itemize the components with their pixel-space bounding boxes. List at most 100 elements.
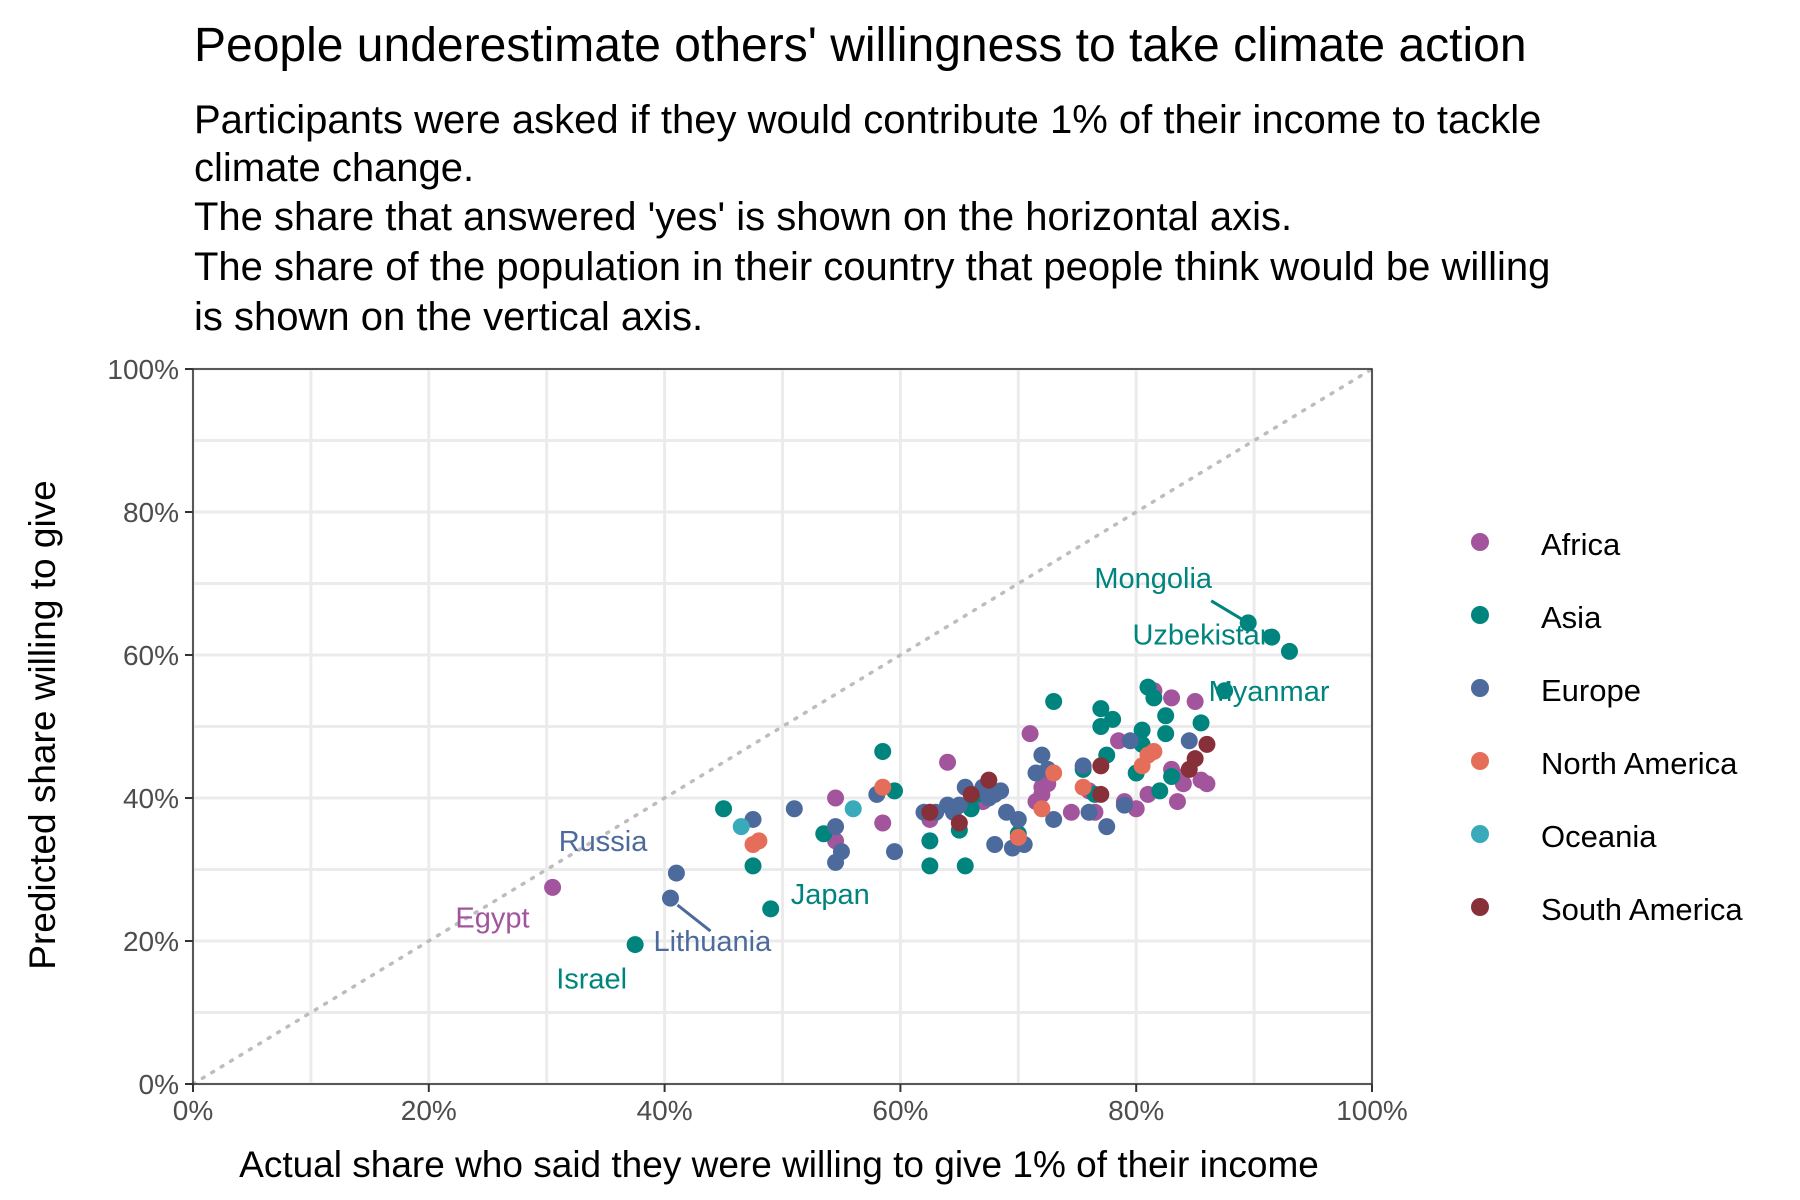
series-europe xyxy=(661,732,1198,907)
chart-subtitle-line-1: Participants were asked if they would co… xyxy=(194,98,1541,142)
data-point xyxy=(1092,757,1110,775)
data-point xyxy=(1198,735,1216,753)
data-point xyxy=(921,832,939,850)
series-south-america xyxy=(921,735,1216,832)
data-point xyxy=(832,843,850,861)
x-tick-label: 0% xyxy=(173,1095,213,1126)
data-point xyxy=(1145,689,1163,707)
chart-subtitle-line-2: climate change. xyxy=(194,146,474,190)
legend-label: South America xyxy=(1541,892,1743,927)
legend-label: Oceania xyxy=(1541,819,1657,854)
x-tick-label: 60% xyxy=(872,1095,928,1126)
data-point xyxy=(1074,778,1092,796)
data-point xyxy=(667,864,685,882)
data-point xyxy=(1192,714,1210,732)
point-label-myanmar: Myanmar xyxy=(1209,676,1330,708)
point-label-mongolia: Mongolia xyxy=(1094,563,1213,595)
legend: Africa Asia Europe North America Oceania Sout… xyxy=(1471,527,1743,927)
data-point xyxy=(1168,793,1186,811)
data-point xyxy=(1121,732,1139,750)
data-point xyxy=(1151,782,1169,800)
data-point xyxy=(1163,689,1181,707)
data-point xyxy=(1092,700,1110,718)
series-oceania xyxy=(732,800,862,836)
legend-swatch xyxy=(1471,898,1489,916)
data-point xyxy=(1033,746,1051,764)
y-tick-label: 0% xyxy=(139,1069,179,1100)
series-north-america xyxy=(744,743,1163,853)
legend-swatch xyxy=(1471,533,1489,551)
data-point xyxy=(1216,682,1234,700)
chart-subtitle-line-5: is shown on the vertical axis. xyxy=(194,295,703,339)
x-tick-label: 80% xyxy=(1108,1095,1164,1126)
data-point xyxy=(1163,768,1181,786)
legend-label: North America xyxy=(1541,746,1738,781)
legend-swatch xyxy=(1471,606,1489,624)
legend-item-asia: Asia xyxy=(1471,600,1602,635)
data-point xyxy=(732,818,750,836)
data-point xyxy=(992,782,1010,800)
data-points xyxy=(544,614,1298,954)
data-point xyxy=(744,857,762,875)
data-point xyxy=(1045,810,1063,828)
legend-swatch xyxy=(1471,825,1489,843)
data-point xyxy=(762,900,780,918)
data-point xyxy=(986,835,1004,853)
data-point xyxy=(715,800,733,818)
label-connector xyxy=(676,903,712,933)
data-point xyxy=(1180,732,1198,750)
y-tick-label: 80% xyxy=(123,497,179,528)
data-point xyxy=(1080,803,1098,821)
series-asia xyxy=(626,614,1298,954)
data-point xyxy=(827,818,845,836)
data-point xyxy=(827,789,845,807)
data-point xyxy=(1009,828,1027,846)
point-label-egypt: Egypt xyxy=(455,902,529,934)
chart-subtitle-line-4: The share of the population in their cou… xyxy=(194,245,1550,289)
data-point xyxy=(1092,785,1110,803)
y-tick-label: 20% xyxy=(123,926,179,957)
legend-label: Africa xyxy=(1541,527,1621,562)
data-point xyxy=(1239,614,1257,632)
legend-item-north-america: North America xyxy=(1471,746,1738,781)
legend-label: Europe xyxy=(1541,673,1641,708)
data-point xyxy=(1110,732,1128,750)
data-point xyxy=(1045,692,1063,710)
data-point xyxy=(1157,725,1175,743)
data-point xyxy=(1133,721,1151,739)
data-point xyxy=(1009,810,1027,828)
data-point xyxy=(1263,628,1281,646)
data-point xyxy=(921,803,939,821)
data-point xyxy=(1045,764,1063,782)
data-point xyxy=(1104,710,1122,728)
data-point xyxy=(626,936,644,954)
data-point xyxy=(962,785,980,803)
data-point xyxy=(1280,642,1298,660)
x-tick-label: 100% xyxy=(1336,1095,1408,1126)
data-point xyxy=(661,889,679,907)
y-axis-label: Predicted share willing to give xyxy=(22,480,63,969)
legend-item-europe: Europe xyxy=(1471,673,1641,708)
data-point xyxy=(1115,796,1133,814)
data-point xyxy=(544,878,562,896)
y-tick-label: 60% xyxy=(123,640,179,671)
chart-subtitle-line-3: The share that answered 'yes' is shown o… xyxy=(194,195,1292,239)
data-point xyxy=(939,753,957,771)
legend-item-oceania: Oceania xyxy=(1471,819,1657,854)
data-point xyxy=(980,771,998,789)
legend-swatch xyxy=(1471,679,1489,697)
data-point xyxy=(1062,803,1080,821)
axes: 0% 20% 40% 60% 80% 100% 0% 20% 40% 60% 80% 100% xyxy=(107,354,1407,1126)
data-point xyxy=(1145,743,1163,761)
data-point xyxy=(950,814,968,832)
chart-title: People underestimate others' willingness… xyxy=(194,19,1527,72)
data-point xyxy=(844,800,862,818)
data-point xyxy=(1021,725,1039,743)
data-point xyxy=(950,796,968,814)
data-point xyxy=(886,843,904,861)
data-point xyxy=(1157,707,1175,725)
point-label-israel: Israel xyxy=(556,964,627,996)
data-point xyxy=(956,857,974,875)
data-point xyxy=(1033,800,1051,818)
data-point xyxy=(785,800,803,818)
